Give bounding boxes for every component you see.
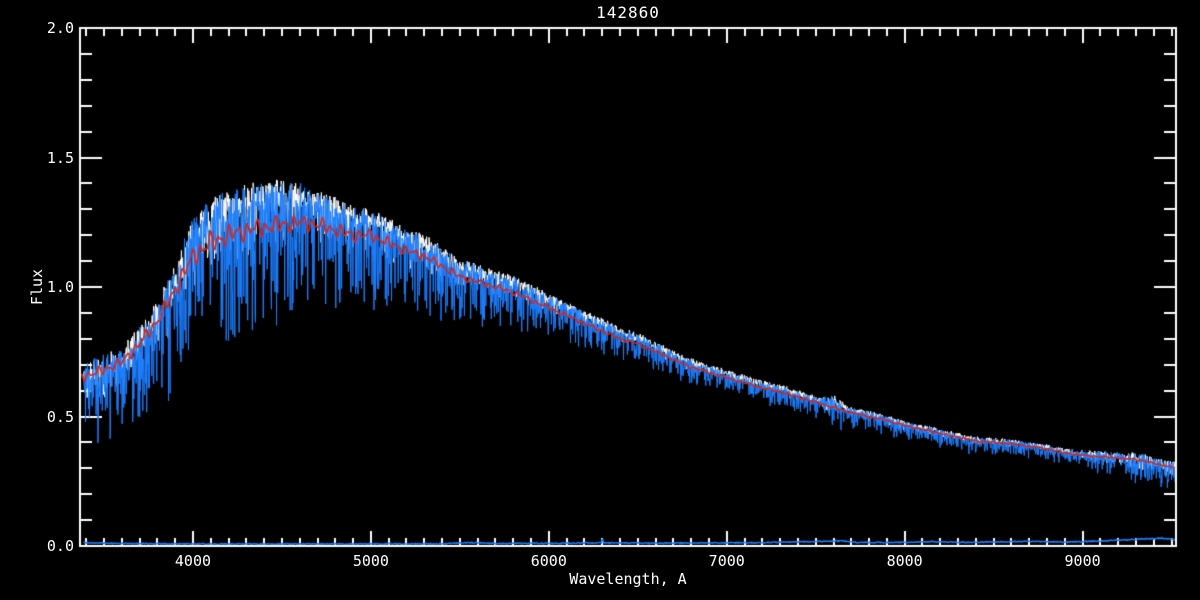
y-tick-label: 0.0 xyxy=(46,537,74,555)
x-tick-label: 9000 xyxy=(1064,552,1101,570)
y-tick-label: 1.5 xyxy=(46,148,74,167)
x-tick-label: 8000 xyxy=(886,552,923,570)
y-tick-label: 2.0 xyxy=(46,19,74,37)
x-tick-label: 5000 xyxy=(352,552,389,570)
x-tick-label: 4000 xyxy=(174,552,212,570)
x-tick-label: 7000 xyxy=(708,552,745,570)
y-tick-label: 1.0 xyxy=(46,278,74,296)
x-axis-label: Wavelength, A xyxy=(569,570,687,588)
chart-title: 142860 xyxy=(596,3,660,22)
x-tick-label: 6000 xyxy=(530,552,567,570)
y-tick-label: 0.5 xyxy=(46,407,74,426)
